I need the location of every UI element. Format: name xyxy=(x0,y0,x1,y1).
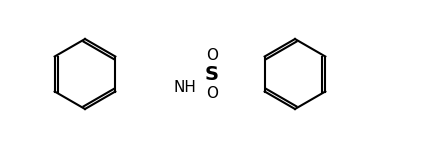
Text: S: S xyxy=(205,65,219,83)
Text: O: O xyxy=(206,86,218,100)
Text: NH: NH xyxy=(173,81,196,95)
Text: O: O xyxy=(206,48,218,62)
